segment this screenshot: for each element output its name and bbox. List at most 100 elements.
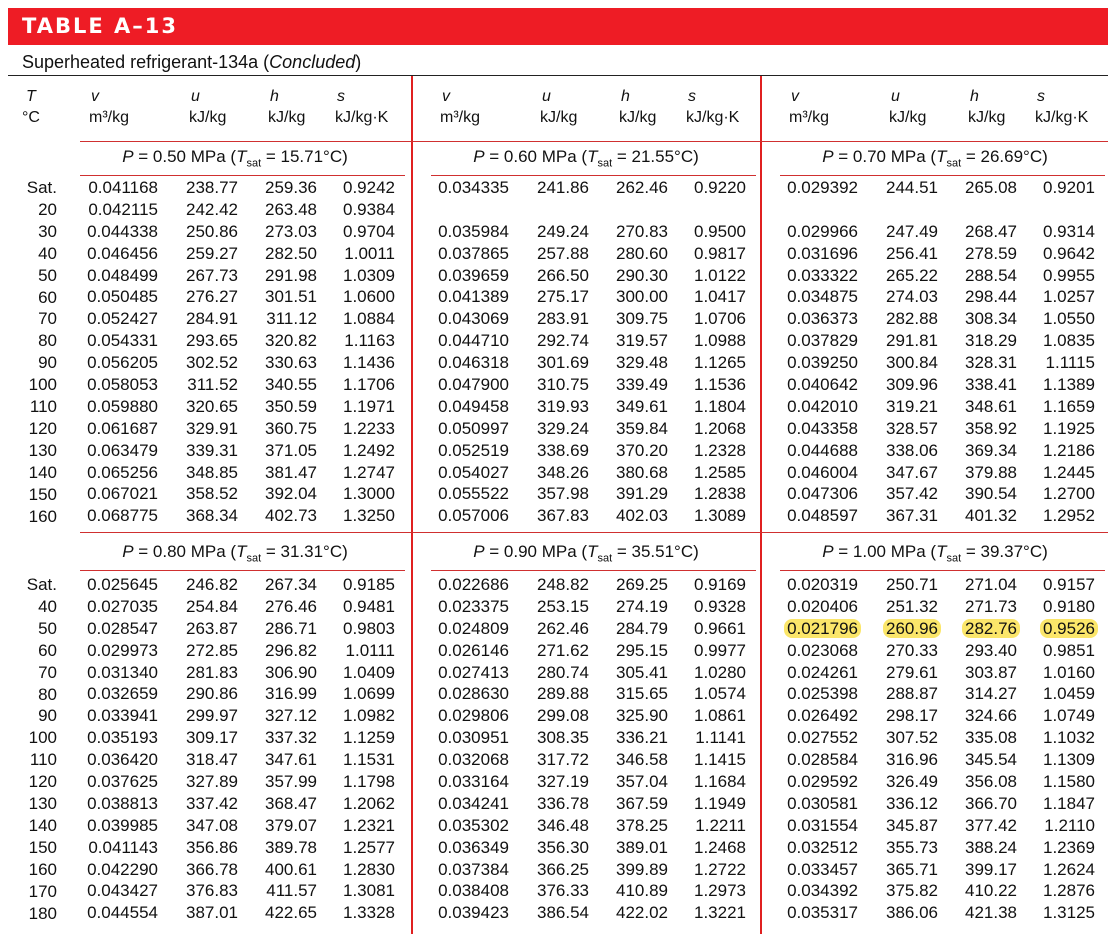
table-row: 0.033457 365.71 399.17 1.2624	[775, 859, 1095, 881]
cell-value: 1.1659	[1043, 396, 1095, 416]
table-cell: 298.17	[860, 705, 938, 727]
column-divider	[411, 76, 413, 934]
cell-value: 1.1804	[694, 396, 746, 416]
table-cell: 1.2492	[317, 440, 395, 462]
table-cell: 392.04	[239, 483, 317, 505]
table-row: 0.058053 311.52 340.55 1.1706	[75, 374, 395, 396]
cell-value: 0.9328	[694, 596, 746, 616]
cell-value: 0.063479	[87, 440, 158, 460]
temperature-cell: 120	[28, 418, 57, 438]
cell-value: 389.01	[616, 837, 668, 857]
table-cell: 0.9180	[1017, 596, 1095, 618]
table-cell: 347.08	[160, 815, 238, 837]
cell-value: 1.0988	[694, 331, 746, 351]
table-cell: 0.9384	[317, 199, 395, 221]
table-title-banner: TABLE A–13	[8, 8, 1108, 45]
cell-value: 327.12	[265, 706, 317, 726]
table-cell: 0.061687	[80, 418, 158, 440]
cell-value: 1.2062	[343, 793, 395, 813]
cell-value: 1.1032	[1043, 728, 1095, 748]
table-cell: 367.31	[860, 505, 938, 527]
cell-value: 271.62	[537, 640, 589, 660]
table-cell: 1.0550	[1017, 308, 1095, 330]
table-row: 0.044688 338.06 369.34 1.2186	[775, 440, 1095, 462]
pressure-header: P = 0.70 MPa (Tsat = 26.69°C)	[822, 147, 1048, 170]
cell-value: 0.034241	[438, 793, 509, 813]
cell-value: 391.29	[616, 484, 668, 504]
cell-value: 0.9500	[694, 221, 746, 241]
table-row: 0.054331 293.65 320.82 1.1163	[75, 330, 395, 352]
table-cell: 1.2186	[1017, 440, 1095, 462]
table-cell: 251.32	[860, 596, 938, 618]
table-cell: 358.92	[939, 418, 1017, 440]
table-row: 0.046318 301.69 329.48 1.1265	[426, 352, 746, 374]
cell-value: 1.2585	[694, 462, 746, 482]
table-row: 0.042010 319.21 348.61 1.1659	[775, 396, 1095, 418]
table-cell: 299.08	[511, 705, 589, 727]
table-cell: 1.1706	[317, 374, 395, 396]
table-cell: 0.9169	[668, 574, 746, 596]
table-row: 0.052519 338.69 370.20 1.2328	[426, 440, 746, 462]
table-cell: 0.044710	[431, 330, 509, 352]
cell-value: 1.1580	[1043, 772, 1095, 792]
table-row: 0.025398 288.87 314.27 1.0459	[775, 683, 1095, 705]
table-cell: 308.35	[511, 727, 589, 749]
table-cell: 0.034241	[431, 793, 509, 815]
cell-value: 337.32	[265, 728, 317, 748]
temperature-cell: 110	[29, 397, 57, 417]
cell-value: 422.02	[616, 903, 668, 923]
cell-value: 338.41	[965, 375, 1017, 395]
table-cell: 319.57	[590, 330, 668, 352]
table-cell: 1.1531	[317, 749, 395, 771]
cell-value: 347.67	[886, 462, 938, 482]
pressure-rule	[780, 570, 1105, 571]
cell-value: 292.74	[537, 331, 589, 351]
table-cell: 289.88	[511, 683, 589, 705]
table-cell: 357.99	[239, 771, 317, 793]
table-cell: 250.86	[160, 221, 238, 243]
table-row: 0.036349 356.30 389.01 1.2468	[426, 837, 746, 859]
cell-value: 366.70	[965, 793, 1017, 813]
pressure-rule	[431, 570, 756, 571]
cell-value: 410.22	[965, 881, 1017, 901]
cell-value: 327.89	[186, 772, 238, 792]
cell-value: 402.03	[616, 506, 668, 526]
cell-value: 242.42	[186, 199, 238, 219]
table-cell: 339.31	[160, 440, 238, 462]
cell-value: 0.041143	[88, 837, 158, 857]
cell-value: 308.35	[537, 728, 589, 748]
table-cell: 0.037625	[80, 771, 158, 793]
table-cell: 274.03	[860, 286, 938, 308]
table-cell: 274.19	[590, 596, 668, 618]
cell-value: 1.0706	[694, 309, 746, 329]
table-cell: 1.2468	[668, 837, 746, 859]
table-cell: 0.042290	[80, 859, 158, 881]
header-symbol-h: h	[270, 87, 279, 107]
table-cell: 263.87	[160, 618, 238, 640]
cell-value: 328.57	[886, 418, 938, 438]
cell-value: 241.86	[537, 178, 589, 197]
table-cell: 316.99	[239, 683, 317, 705]
cell-value: 0.052519	[438, 440, 509, 460]
cell-value: 410.89	[616, 881, 668, 901]
cell-value: 355.73	[886, 837, 938, 857]
pressure-block: 0.041168 238.77 259.36 0.9242 0.042115 242.42…	[75, 177, 395, 527]
cell-value: 371.05	[265, 440, 317, 460]
table-cell: 399.17	[939, 859, 1017, 881]
cell-value: 269.25	[616, 575, 668, 594]
symbol-h: h	[621, 88, 630, 105]
cell-value: 311.12	[266, 309, 317, 329]
table-cell: 1.2110	[1017, 815, 1095, 837]
table-cell: 368.34	[160, 505, 238, 527]
table-cell: 1.1389	[1017, 374, 1095, 396]
cell-value: 1.1847	[1043, 793, 1095, 813]
table-cell: 347.67	[860, 462, 938, 484]
cell-value: 309.17	[186, 728, 238, 748]
cell-value: 257.88	[537, 243, 589, 263]
cell-value: 0.9851	[1043, 640, 1095, 660]
cell-value: 298.17	[886, 706, 938, 726]
cell-value: 0.030951	[438, 728, 509, 748]
table-cell: 356.86	[160, 837, 238, 859]
cell-value: 340.55	[265, 375, 317, 395]
table-row: 0.042290 366.78 400.61 1.2830	[75, 859, 395, 881]
